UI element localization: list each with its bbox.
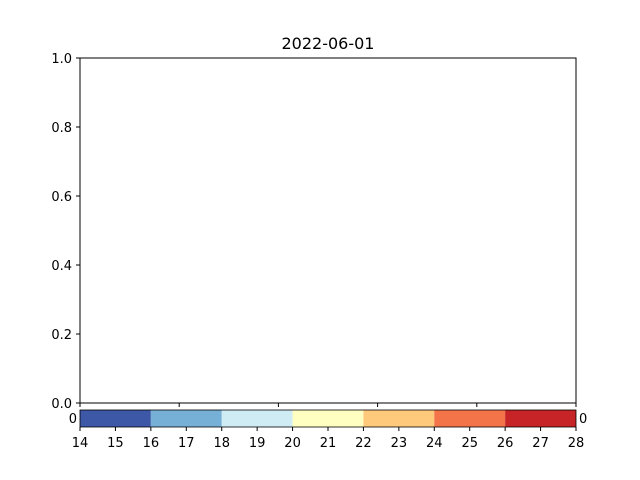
colorbar-tick-label: 24 <box>426 436 443 451</box>
y-tick-label: 1.0 <box>51 52 72 67</box>
colorbar: 14 15 16 17 18 19 20 21 22 23 24 25 26 27 28 0 0 <box>69 409 587 451</box>
colorbar-tick-label: 26 <box>497 436 514 451</box>
colorbar-bin <box>363 410 435 427</box>
colorbar-bin <box>80 410 151 427</box>
colorbar-right-edge-label: 0 <box>579 412 587 427</box>
colorbar-bin <box>292 410 364 427</box>
y-tick-label: 0.2 <box>51 328 72 343</box>
colorbar-tick-label: 22 <box>355 436 372 451</box>
colorbar-tick-label: 25 <box>461 436 478 451</box>
colorbar-bin <box>505 410 576 427</box>
y-tick-label: 0.4 <box>51 259 72 274</box>
colorbar-tick-label: 18 <box>213 436 230 451</box>
plot-frame <box>79 57 577 404</box>
colorbar-tick-label: 19 <box>249 436 266 451</box>
colorbar-tick-label: 23 <box>391 436 408 451</box>
colorbar-bin <box>434 410 506 427</box>
colorbar-tick-label: 17 <box>178 436 195 451</box>
y-tick-label: 0.8 <box>51 121 72 136</box>
colorbar-tick-label: 21 <box>320 436 337 451</box>
colorbar-left-edge-label: 0 <box>69 412 77 427</box>
colorbar-tick-label: 20 <box>284 436 301 451</box>
colorbar-tick-label: 14 <box>72 436 89 451</box>
y-tick-label: 0.0 <box>51 397 72 412</box>
colorbar-tick-label: 16 <box>143 436 160 451</box>
colorbar-tick-label: 28 <box>568 436 585 451</box>
colorbar-bin <box>221 410 293 427</box>
colorbar-tick-label: 27 <box>532 436 549 451</box>
plot-area: 0.0 0.2 0.4 0.6 0.8 1.0 <box>51 52 577 412</box>
y-tick-label: 0.6 <box>51 190 72 205</box>
colorbar-tick-label: 15 <box>107 436 124 451</box>
chart-title: 2022-06-01 <box>282 34 375 53</box>
colorbar-bin <box>150 410 222 427</box>
